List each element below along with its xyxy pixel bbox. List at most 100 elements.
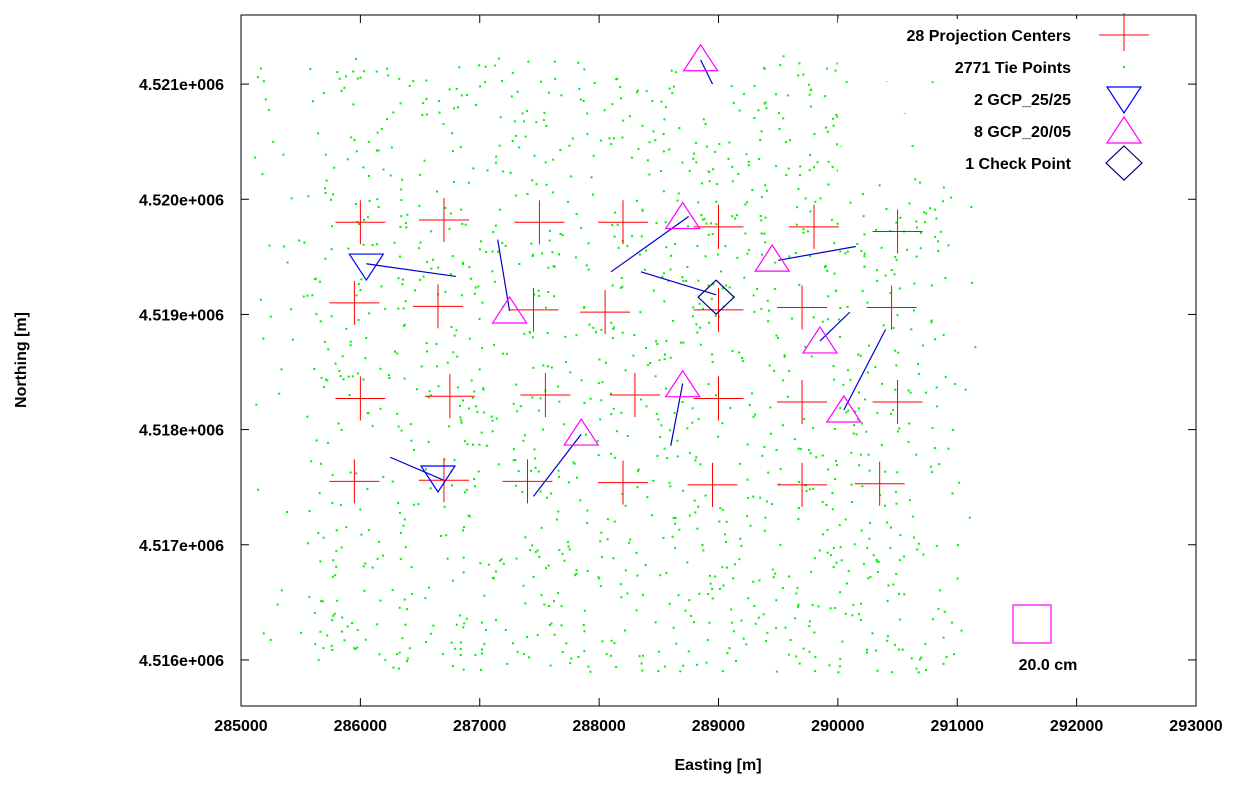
tie-point: [548, 229, 551, 232]
tie-point: [672, 626, 675, 629]
tie-point: [861, 289, 864, 292]
tie-point: [699, 343, 702, 346]
tie-point: [838, 318, 841, 321]
x-tick-label: 292000: [1050, 718, 1103, 735]
tie-point: [537, 409, 540, 412]
tie-point: [621, 285, 624, 288]
tie-point: [810, 570, 813, 573]
tie-point: [590, 176, 593, 179]
tie-point: [837, 671, 840, 674]
tie-point: [788, 369, 791, 372]
tie-point: [511, 71, 514, 74]
tie-point: [775, 334, 778, 337]
tie-point: [429, 487, 432, 490]
tie-point: [681, 401, 684, 403]
tie-point: [656, 454, 659, 457]
tie-point: [886, 639, 889, 642]
tie-point: [459, 647, 462, 650]
tie-point: [364, 638, 367, 641]
tie-point: [876, 280, 879, 283]
tie-point: [497, 57, 500, 60]
tie-point: [631, 235, 634, 238]
tie-point: [636, 89, 639, 92]
tie-point: [821, 500, 824, 503]
tie-point: [656, 343, 659, 345]
tie-point: [368, 200, 371, 202]
tie-point: [688, 599, 691, 602]
tie-point: [727, 157, 730, 160]
tie-point: [462, 626, 465, 629]
tie-point: [425, 79, 428, 82]
tie-point: [325, 179, 328, 182]
tie-point: [903, 593, 906, 596]
tie-point: [725, 540, 727, 543]
tie-point: [813, 166, 815, 169]
tie-point: [909, 391, 912, 394]
tie-point: [501, 352, 504, 355]
tie-point: [545, 124, 548, 127]
tie-point: [495, 619, 497, 621]
tie-point: [403, 598, 406, 601]
tie-point: [795, 592, 798, 595]
tie-point: [257, 488, 260, 491]
tie-point: [612, 137, 615, 140]
tie-point: [682, 341, 685, 344]
tie-point: [539, 397, 542, 400]
tie-point: [474, 286, 477, 289]
tie-point: [832, 117, 835, 120]
tie-point: [506, 662, 509, 665]
tie-point: [318, 492, 321, 495]
tie-point: [621, 331, 624, 334]
tie-point: [509, 171, 512, 174]
tie-point: [564, 335, 567, 338]
tie-point: [708, 621, 711, 624]
tie-point: [362, 565, 365, 568]
tie-point: [895, 221, 898, 224]
tie-point: [760, 232, 763, 235]
tie-point: [942, 186, 945, 189]
tie-point: [635, 551, 638, 554]
tie-point: [378, 653, 381, 656]
tie-point: [739, 537, 742, 540]
tie-point: [732, 577, 735, 580]
tie-point: [527, 60, 530, 63]
tie-point: [398, 667, 401, 670]
tie-point: [557, 469, 560, 472]
tie-point: [863, 233, 866, 236]
tie-point: [894, 256, 897, 258]
tie-point: [391, 480, 394, 483]
tie-point: [371, 566, 374, 569]
tie-point: [764, 516, 767, 519]
tie-point: [716, 253, 719, 256]
y-tick-label: 4.518e+006: [139, 423, 224, 440]
tie-point: [580, 227, 583, 230]
tie-point: [399, 226, 402, 228]
tie-point: [774, 261, 777, 264]
tie-point: [371, 244, 374, 246]
tie-point: [901, 648, 904, 651]
tie-point: [740, 619, 743, 622]
tie-point: [693, 499, 696, 502]
tie-point: [587, 242, 590, 245]
tie-point: [462, 529, 464, 532]
tie-point: [474, 292, 476, 295]
tie-point: [696, 527, 699, 530]
tie-point: [895, 364, 898, 367]
gcp-25-25-marker: [1105, 86, 1143, 115]
tie-point: [678, 127, 681, 130]
tie-point: [664, 106, 667, 109]
tie-point: [833, 428, 836, 430]
tie-point: [619, 583, 622, 586]
tie-point: [622, 119, 625, 122]
tie-point: [662, 190, 665, 193]
tie-point: [345, 327, 348, 330]
tie-point: [968, 516, 971, 519]
tie-point: [391, 589, 394, 592]
tie-point: [456, 386, 459, 389]
tie-point: [696, 331, 699, 334]
tie-point: [725, 284, 728, 287]
residual-vector: [670, 383, 684, 446]
legend-label: 2771 Tie Points: [955, 60, 1071, 77]
tie-point: [674, 546, 677, 549]
tie-point: [282, 245, 285, 248]
